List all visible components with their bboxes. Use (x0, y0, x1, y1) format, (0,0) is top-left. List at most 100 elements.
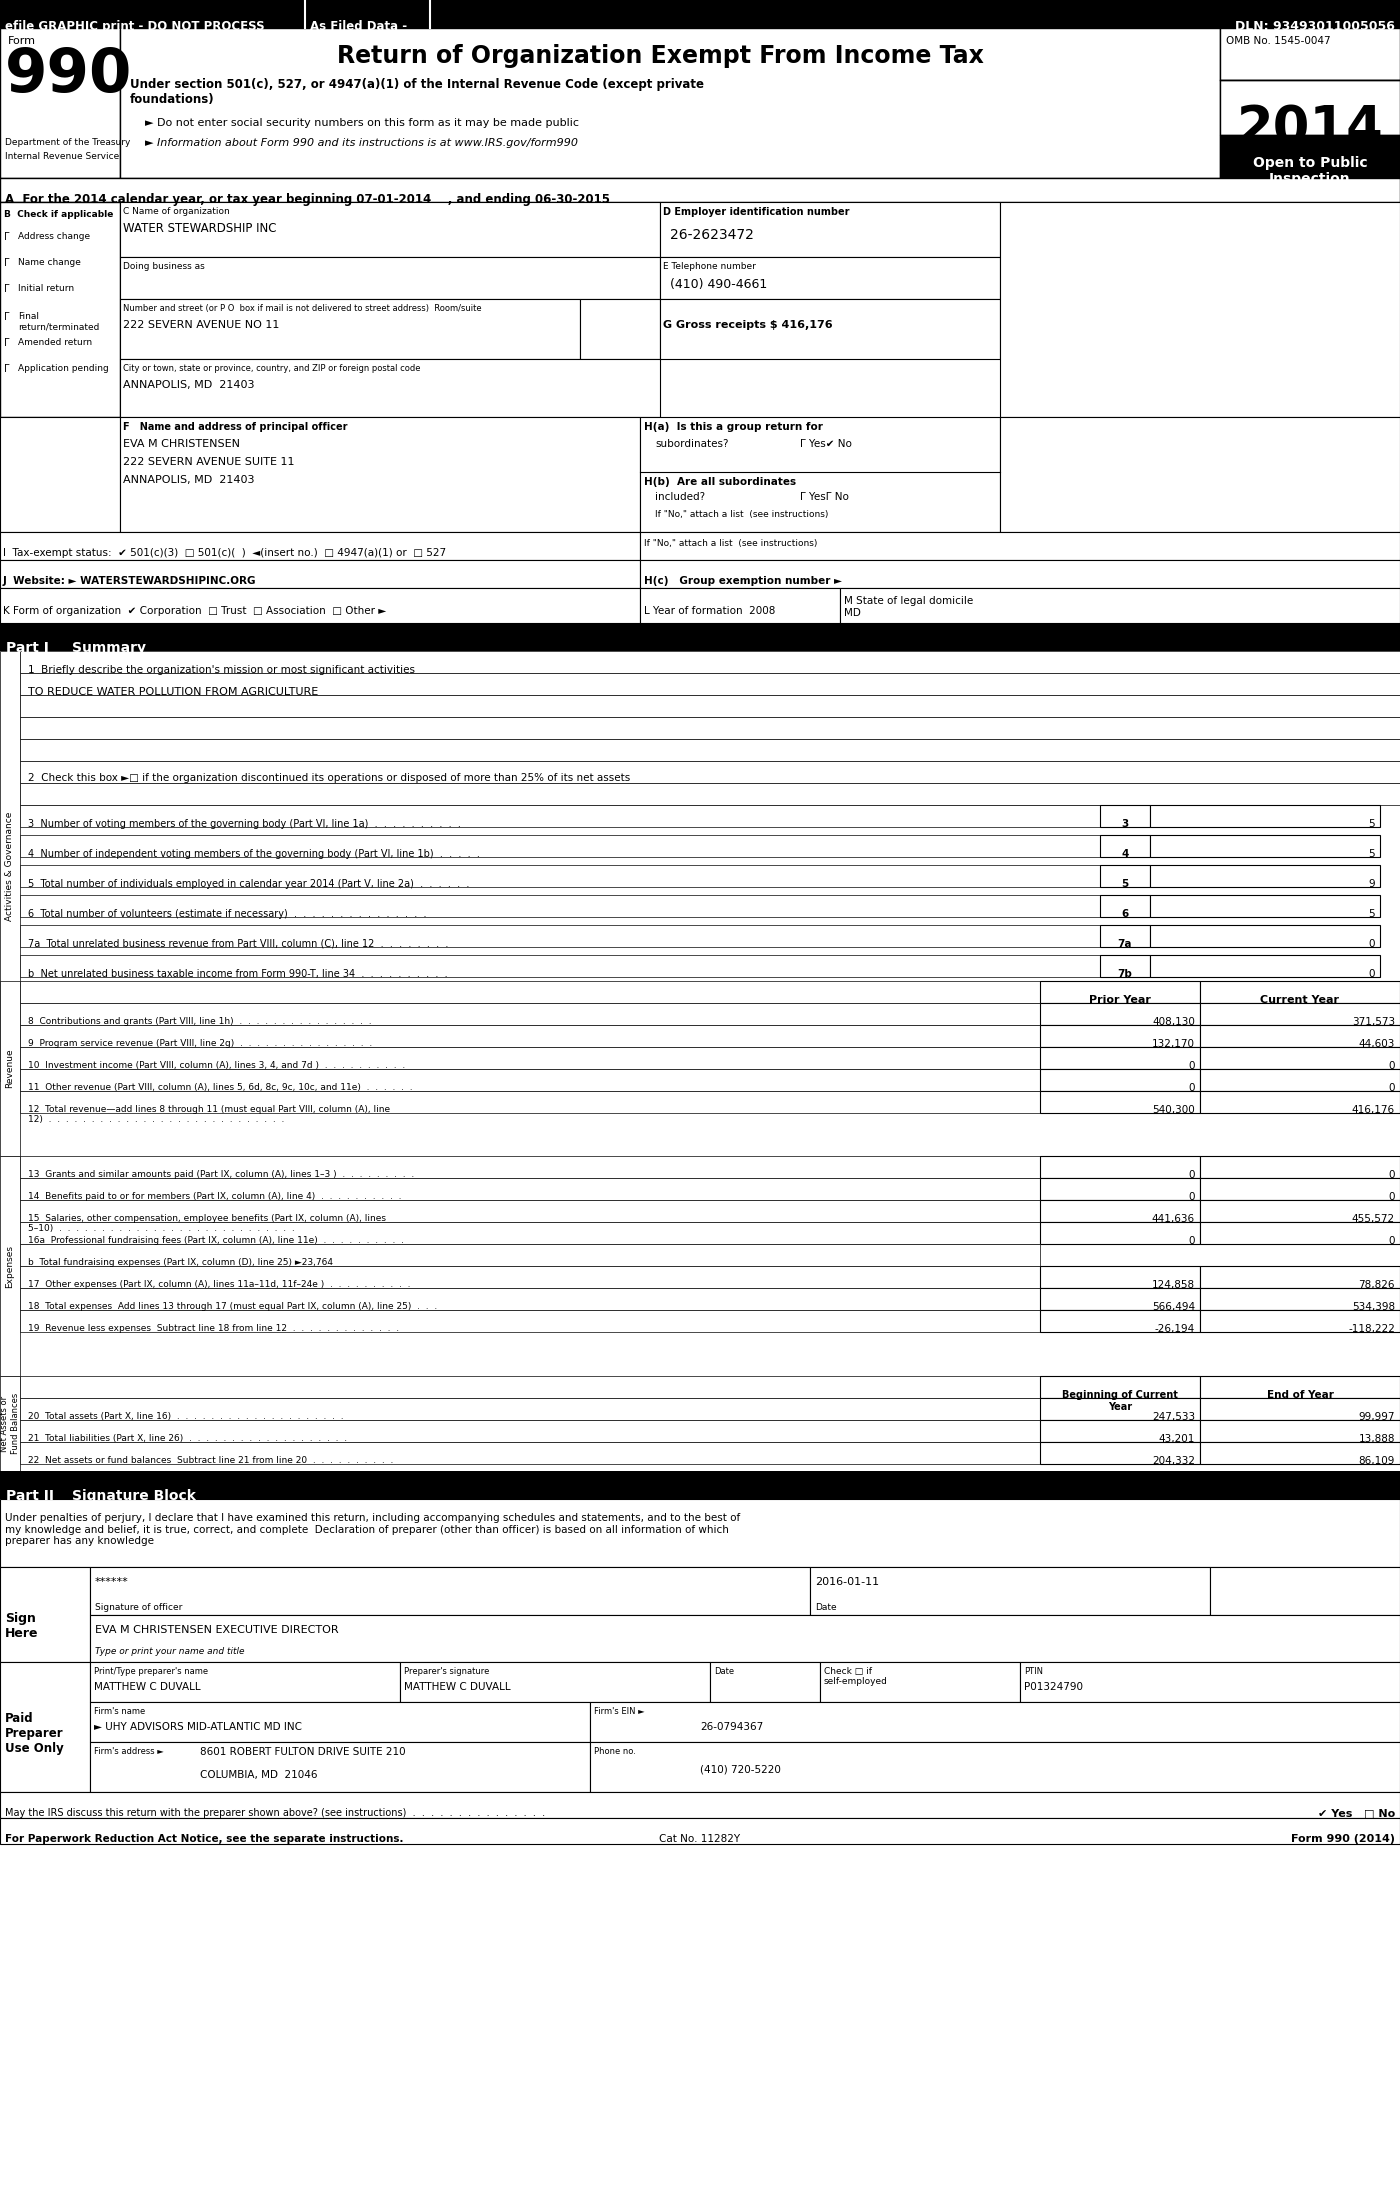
Text: 0: 0 (1389, 1169, 1394, 1180)
Text: 0: 0 (1389, 1193, 1394, 1202)
Text: Prior Year: Prior Year (1089, 996, 1151, 1005)
Bar (20, 1421, 1040, 1443)
Text: Paid
Preparer
Use Only: Paid Preparer Use Only (6, 1712, 64, 1756)
Text: Internal Revenue Service: Internal Revenue Service (6, 151, 119, 162)
Text: 247,533: 247,533 (1152, 1412, 1196, 1423)
Text: 0: 0 (1189, 1169, 1196, 1180)
Text: WATER STEWARDSHIP INC: WATER STEWARDSHIP INC (123, 221, 277, 234)
Text: 8  Contributions and grants (Part VIII, line 1h)  .  .  .  .  .  .  .  .  .  .  : 8 Contributions and grants (Part VIII, l… (28, 1018, 371, 1027)
Text: Current Year: Current Year (1260, 996, 1340, 1005)
Text: Form 990 (2014): Form 990 (2014) (1291, 1834, 1394, 1843)
Text: EVA M CHRISTENSEN EXECUTIVE DIRECTOR: EVA M CHRISTENSEN EXECUTIVE DIRECTOR (95, 1624, 339, 1635)
Bar (1040, 1090, 1200, 1112)
Bar (659, 300, 1000, 359)
Text: Part II: Part II (6, 1489, 55, 1504)
Text: Preparer's signature: Preparer's signature (405, 1668, 490, 1677)
Text: TO REDUCE WATER POLLUTION FROM AGRICULTURE: TO REDUCE WATER POLLUTION FROM AGRICULTU… (28, 687, 318, 696)
Text: Revenue: Revenue (6, 1049, 14, 1088)
Text: 10  Investment income (Part VIII, column (A), lines 3, 4, and 7d )  .  .  .  .  : 10 Investment income (Part VIII, column … (28, 1062, 405, 1070)
Bar (1200, 1178, 1400, 1200)
Text: 21  Total liabilities (Part X, line 26)  .  .  .  .  .  .  .  .  .  .  .  .  .  : 21 Total liabilities (Part X, line 26) .… (28, 1434, 347, 1443)
Text: (410) 720-5220: (410) 720-5220 (700, 1764, 781, 1773)
Text: Under penalties of perjury, I declare that I have examined this return, includin: Under penalties of perjury, I declare th… (6, 1513, 741, 1545)
Bar (1000, 416, 1400, 532)
Bar (0, 650, 20, 1081)
Text: 441,636: 441,636 (1152, 1215, 1196, 1224)
Bar (0, 201, 120, 416)
Bar (20, 762, 1400, 784)
Text: City or town, state or province, country, and ZIP or foreign postal code: City or town, state or province, country… (123, 363, 420, 372)
Text: 222 SEVERN AVENUE SUITE 11: 222 SEVERN AVENUE SUITE 11 (123, 458, 294, 466)
Bar (0, 981, 20, 1156)
Text: H(b)  Are all subordinates: H(b) Are all subordinates (644, 477, 797, 486)
Bar (1200, 1221, 1400, 1243)
Text: Part I: Part I (6, 641, 49, 655)
Text: 17  Other expenses (Part IX, column (A), lines 11a–11d, 11f–24e )  .  .  .  .  .: 17 Other expenses (Part IX, column (A), … (28, 1281, 410, 1289)
Bar (120, 300, 580, 359)
Text: May the IRS discuss this return with the preparer shown above? (see instructions: May the IRS discuss this return with the… (6, 1808, 545, 1819)
Bar (20, 1287, 1040, 1309)
Text: b  Total fundraising expenses (Part IX, column (D), line 25) ►23,764: b Total fundraising expenses (Part IX, c… (28, 1259, 333, 1267)
Bar (840, 589, 1400, 624)
Bar (1100, 954, 1149, 976)
Text: If "No," attach a list  (see instructions): If "No," attach a list (see instructions… (655, 510, 829, 519)
Text: -26,194: -26,194 (1155, 1324, 1196, 1333)
Bar (1200, 1421, 1400, 1443)
Text: 2  Check this box ►□ if the organization discontinued its operations or disposed: 2 Check this box ►□ if the organization … (28, 773, 630, 784)
Text: 371,573: 371,573 (1352, 1018, 1394, 1027)
Text: 15  Salaries, other compensation, employee benefits (Part IX, column (A), lines
: 15 Salaries, other compensation, employe… (28, 1215, 386, 1232)
Text: 1  Briefly describe the organization's mission or most significant activities: 1 Briefly describe the organization's mi… (28, 665, 414, 674)
Text: P01324790: P01324790 (1023, 1681, 1084, 1692)
Bar (640, 416, 1000, 532)
Text: Summary: Summary (71, 641, 146, 655)
Bar (20, 1443, 1040, 1464)
Bar (659, 201, 1000, 256)
Text: Print/Type preparer's name: Print/Type preparer's name (94, 1668, 209, 1677)
Text: 20  Total assets (Part X, line 16)  .  .  .  .  .  .  .  .  .  .  .  .  .  .  . : 20 Total assets (Part X, line 16) . . . … (28, 1412, 343, 1421)
Bar (1200, 1377, 1400, 1399)
Bar (120, 256, 659, 300)
Bar (20, 1399, 1040, 1421)
Text: Γ: Γ (4, 258, 10, 267)
Text: 16a  Professional fundraising fees (Part IX, column (A), line 11e)  .  .  .  .  : 16a Professional fundraising fees (Part … (28, 1237, 405, 1246)
Text: 9: 9 (1368, 880, 1375, 889)
Bar (1040, 1178, 1200, 1200)
Bar (1219, 28, 1400, 81)
Bar (20, 1156, 1040, 1178)
Bar (120, 28, 1219, 177)
Text: 7a: 7a (1117, 939, 1133, 950)
Bar (90, 1567, 811, 1615)
Text: Γ Yes✔ No: Γ Yes✔ No (799, 440, 851, 449)
Text: ******: ****** (95, 1576, 129, 1587)
Text: OMB No. 1545-0047: OMB No. 1545-0047 (1226, 35, 1330, 46)
Bar (1040, 1221, 1200, 1243)
Text: Application pending: Application pending (18, 363, 109, 372)
Text: 990: 990 (6, 46, 133, 105)
Text: 2014: 2014 (1236, 103, 1383, 155)
Text: 9  Program service revenue (Part VIII, line 2g)  .  .  .  .  .  .  .  .  .  .  .: 9 Program service revenue (Part VIII, li… (28, 1040, 372, 1049)
Text: ANNAPOLIS, MD  21403: ANNAPOLIS, MD 21403 (123, 475, 255, 486)
Text: Firm's name: Firm's name (94, 1707, 146, 1716)
Bar (811, 1567, 1210, 1615)
Bar (20, 1265, 1040, 1287)
Text: (410) 490-4661: (410) 490-4661 (671, 278, 767, 291)
Text: Amended return: Amended return (18, 337, 92, 348)
Text: 5: 5 (1368, 819, 1375, 830)
Bar (1149, 954, 1380, 976)
Bar (1200, 1287, 1400, 1309)
Text: Γ: Γ (4, 285, 10, 293)
Bar (20, 1046, 1040, 1068)
Bar (90, 1742, 589, 1793)
Bar (1149, 806, 1380, 827)
Text: efile GRAPHIC print - DO NOT PROCESS: efile GRAPHIC print - DO NOT PROCESS (6, 20, 265, 33)
Text: 5: 5 (1368, 849, 1375, 858)
Text: Initial return: Initial return (18, 285, 74, 293)
Text: As Filed Data -: As Filed Data - (309, 20, 407, 33)
Bar (1040, 1200, 1200, 1221)
Text: Beginning of Current
Year: Beginning of Current Year (1063, 1390, 1177, 1412)
Bar (20, 1003, 1040, 1024)
Text: E Telephone number: E Telephone number (664, 263, 756, 271)
Text: 5: 5 (1121, 880, 1128, 889)
Text: MATTHEW C DUVALL: MATTHEW C DUVALL (94, 1681, 200, 1692)
Bar (0, 28, 120, 177)
